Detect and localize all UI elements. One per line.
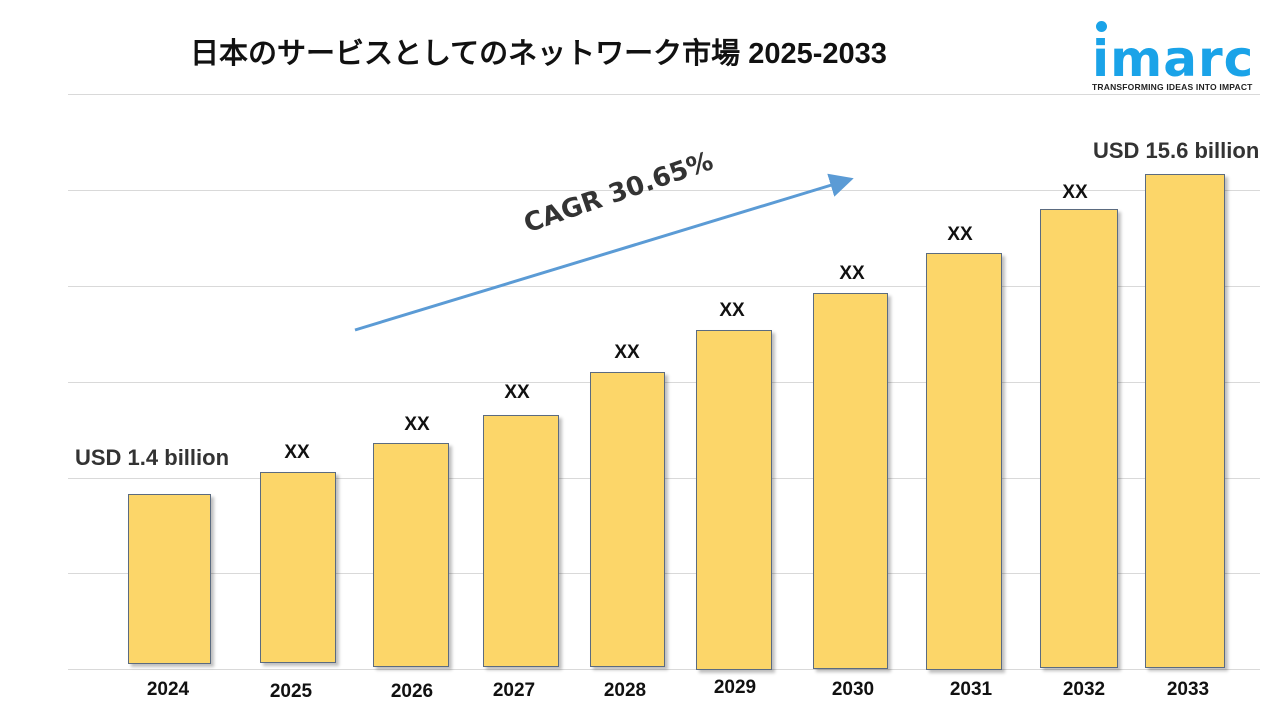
x-tick-label: 2026 [390, 681, 434, 702]
bar-2031 [926, 253, 1002, 670]
logo-tagline: TRANSFORMING IDEAS INTO IMPACT [1092, 82, 1253, 92]
start-value-label: USD 1.4 billion [75, 445, 230, 470]
bar-2024 [128, 494, 211, 664]
end-value-label: USD 15.6 billion [1093, 138, 1260, 163]
gridline [68, 286, 1260, 287]
bar-value-label: XX [614, 342, 640, 363]
x-tick-label: 2025 [269, 681, 313, 702]
bar-2028 [590, 372, 665, 667]
logo-wordmark: imarc [1092, 30, 1255, 88]
bar-value-label: XX [404, 414, 430, 435]
bar-value-label: XX [839, 263, 865, 284]
x-tick-label: 2027 [492, 680, 536, 701]
bar-value-label: XX [504, 382, 530, 403]
bar-2032 [1040, 209, 1118, 668]
gridline [68, 94, 1260, 95]
x-tick-label: 2032 [1062, 679, 1106, 700]
bar-2027 [483, 415, 559, 667]
bar-2026 [373, 443, 449, 667]
chart-title: 日本のサービスとしてのネットワーク市場 2025-2033 [190, 38, 887, 70]
bar-2033 [1145, 174, 1225, 668]
bar-value-label: XX [719, 300, 745, 321]
bar-2029 [696, 330, 772, 670]
gridline [68, 669, 1260, 670]
x-tick-label: 2028 [603, 680, 647, 701]
x-tick-label: 2024 [146, 679, 190, 700]
x-tick-label: 2029 [713, 677, 757, 698]
x-tick-label: 2030 [831, 679, 875, 700]
x-tick-label: 2031 [949, 679, 993, 700]
bar-2025 [260, 472, 336, 663]
imarc-logo: imarc TRANSFORMING IDEAS INTO IMPACT [1088, 18, 1268, 98]
gridline [68, 190, 1260, 191]
x-tick-label: 2033 [1166, 679, 1210, 700]
bar-2030 [813, 293, 888, 669]
bar-value-label: XX [284, 442, 310, 463]
bar-value-label: XX [1062, 182, 1088, 203]
bar-value-label: XX [947, 224, 973, 245]
logo-dot-icon [1096, 21, 1107, 32]
